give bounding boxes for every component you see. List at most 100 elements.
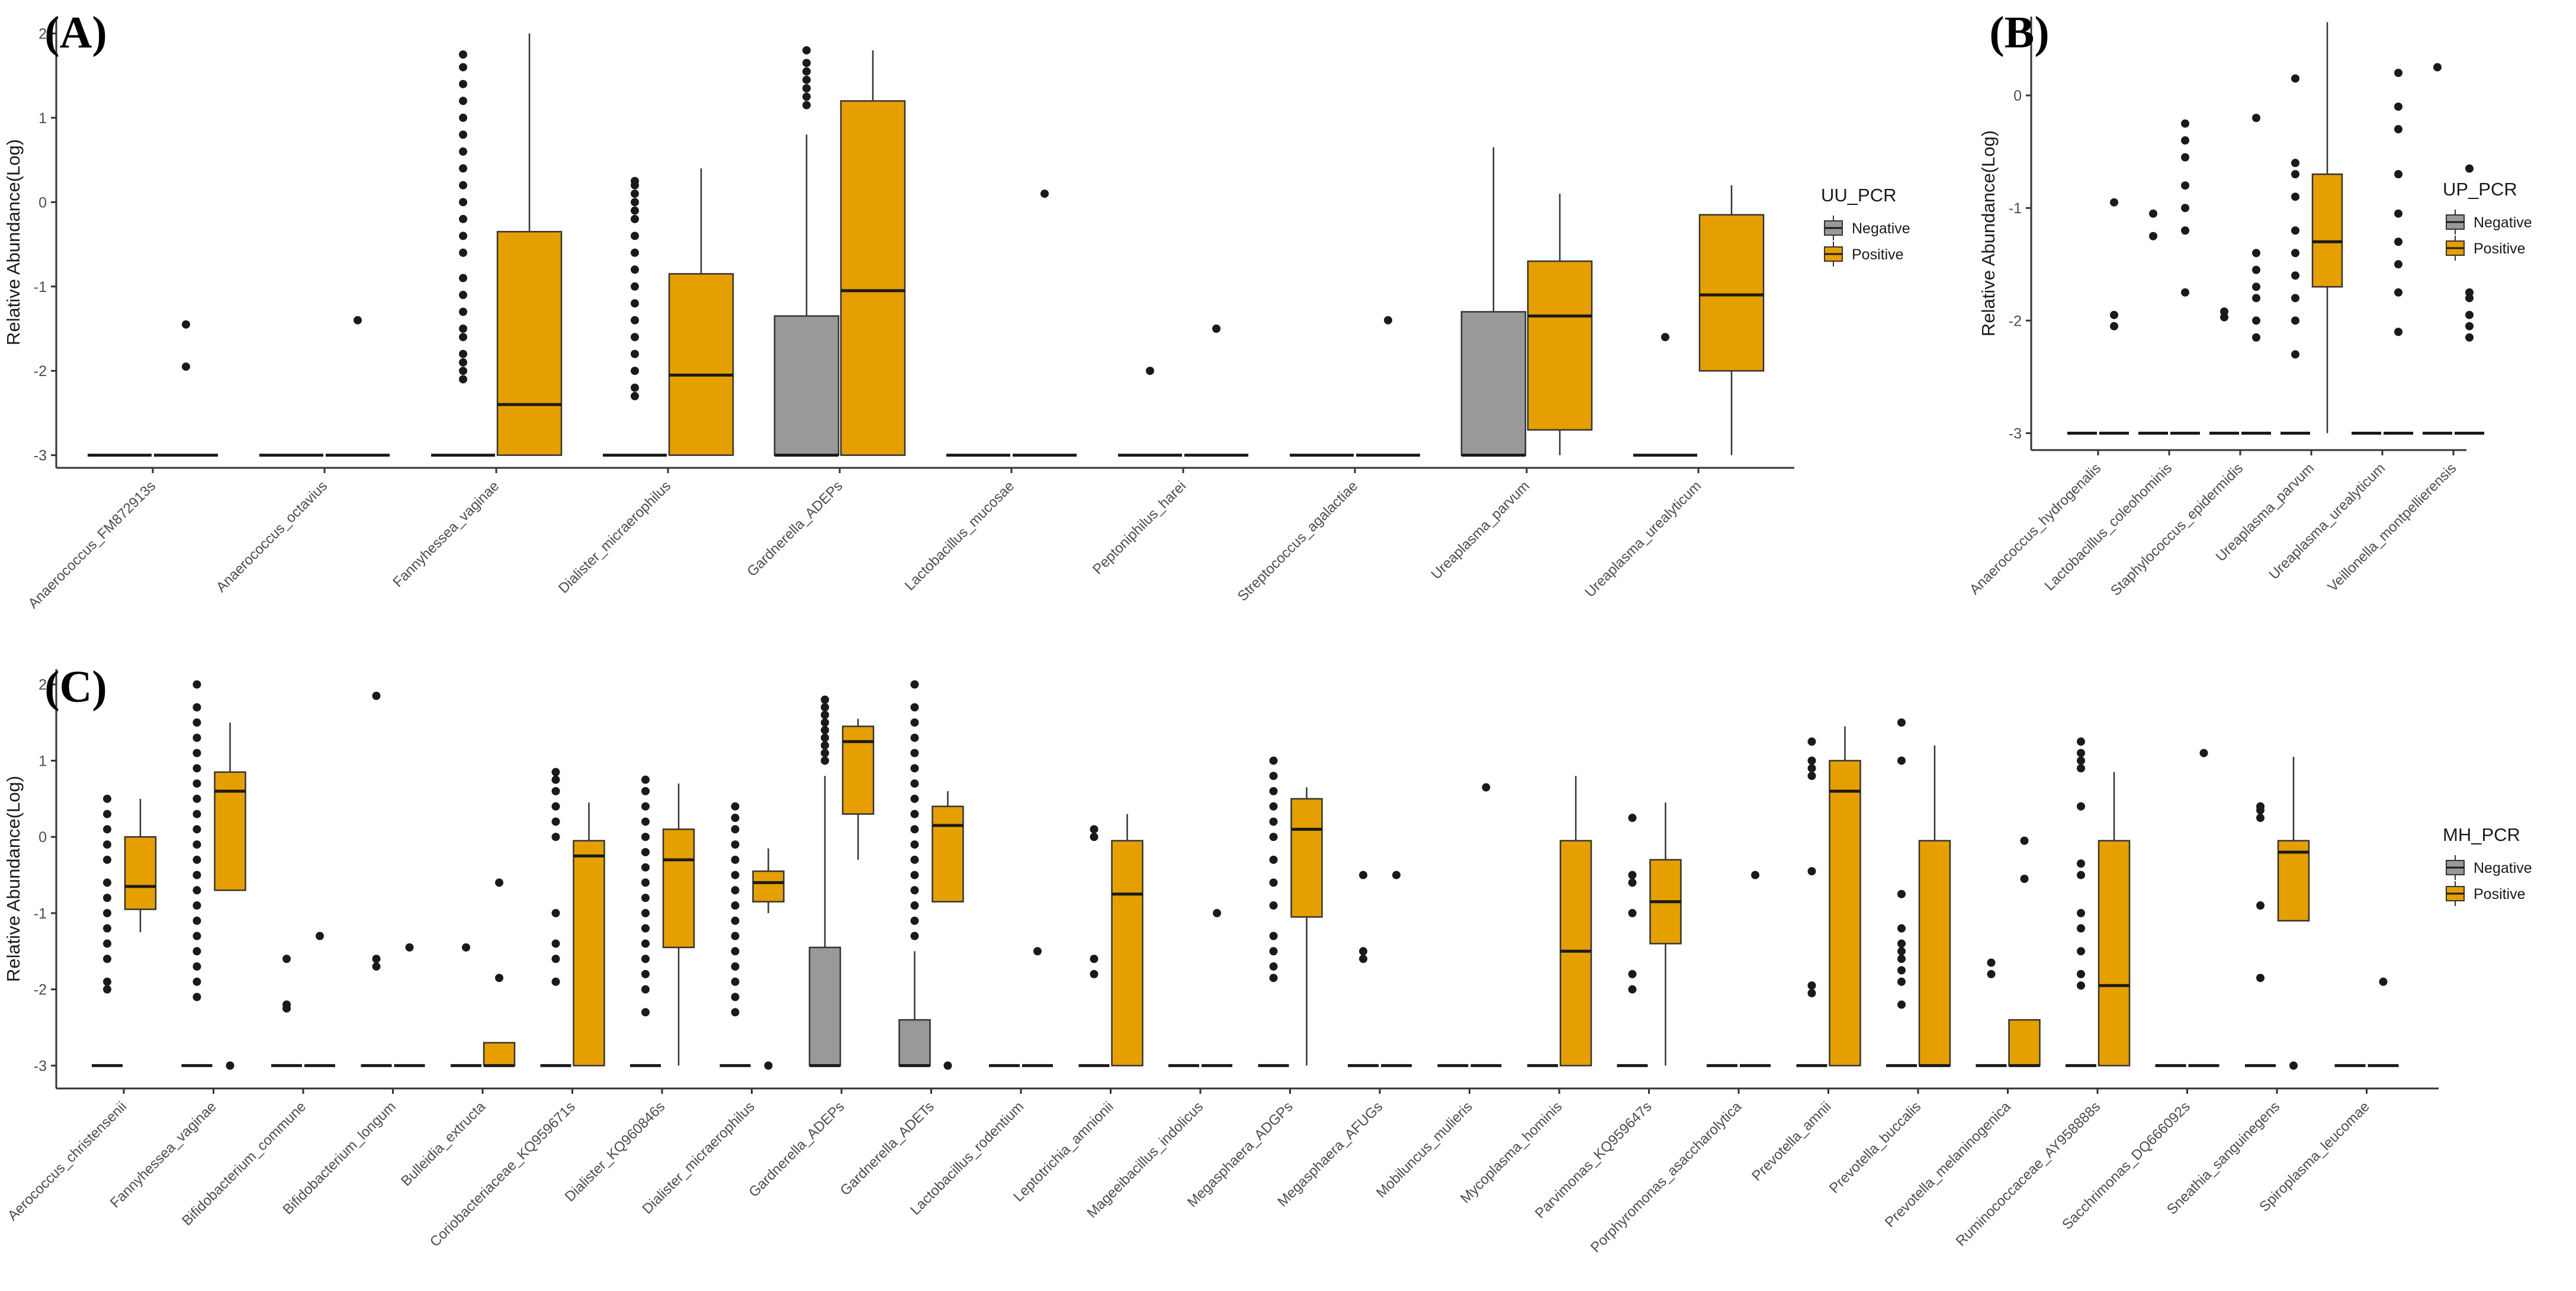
outlier-point [2379,977,2388,986]
box-body [2098,840,2131,1067]
outlier-point [631,232,639,240]
outlier-point [2291,192,2299,201]
box-positive [1013,190,1077,457]
box-negative [2281,74,2310,435]
y-tick-label: -1 [2009,200,2022,217]
box-positive [1381,871,1412,1067]
box-negative [603,176,667,457]
outlier-point [631,367,639,375]
outlier-point [2077,802,2085,811]
box-positive [2311,22,2343,433]
outlier-point [731,916,740,925]
outlier-point [551,833,560,842]
outlier-point [2020,875,2029,883]
box-positive [1918,745,1951,1067]
outlier-point [1628,969,1637,978]
outlier-point [459,97,467,105]
outlier-point [1751,871,1759,879]
outlier-point [1628,814,1637,823]
panel-c: -3 -2 -1 0 1 2 Relative Abundance(Log) (C) Aeroc… [3,662,2532,1255]
outlier-point [1040,190,1049,198]
outlier-point [1897,1000,1906,1009]
outlier-point [551,767,560,776]
outlier-point [2110,322,2118,330]
outlier-point [103,894,111,903]
outlier-point [2181,119,2189,128]
box-negative [808,695,841,1067]
legend-title: UU_PCR [1821,185,1896,205]
box-body [1698,214,1765,372]
outlier-point [2394,237,2402,246]
outlier-point [631,333,639,342]
outlier-point [2252,114,2260,123]
outlier-point [2077,737,2085,746]
outlier-point [2181,226,2189,235]
box-positive [483,878,516,1067]
box-negative [720,802,751,1067]
outlier-point [2394,260,2402,269]
outlier-point [641,939,650,948]
outlier-point [1384,316,1392,325]
outlier-point [1661,333,1669,342]
x-tick-label: Bulleidia_extructa [398,1099,489,1190]
outlier-point [1090,825,1099,834]
outlier-point [631,391,639,400]
outlier-point [1033,947,1042,956]
outlier-point [1807,737,1816,746]
legend-label-positive: Positive [2474,886,2526,903]
outlier-point [192,916,201,925]
outlier-point [1269,817,1278,826]
y-tick-label: -1 [34,905,47,922]
box-body [1559,840,1592,1067]
outlier-point [641,802,650,811]
outlier-point [551,817,560,826]
box-positive [2455,164,2484,435]
legend-title: MH_PCR [2443,824,2520,845]
y-tick-label: 0 [38,194,47,211]
outlier-point [1897,939,1906,948]
outlier-point [821,749,829,757]
legend-label-negative: Negative [1852,220,1910,237]
box-body [841,725,875,815]
box-positive [1202,908,1232,1067]
outlier-point [2465,164,2474,173]
outlier-point [551,786,560,795]
outlier-point [2465,333,2474,342]
outlier-point [2291,350,2299,359]
box-negative [271,955,302,1067]
x-tick-label: Dialister_micraerophilus [555,478,674,596]
outlier-point [731,962,740,971]
box-positive [394,943,425,1067]
box-positive [2099,198,2129,435]
outlier-point [631,349,639,358]
x-tick-label: Lactobacillus_coleohominis [2042,460,2176,594]
outlier-point [802,67,811,76]
x-tick-label: Streptococcus_agalactiae [1235,478,1361,604]
outlier-point [2077,947,2085,956]
outlier-point [2077,871,2085,879]
outlier-point [802,84,811,93]
outlier-point [641,894,650,903]
outlier-point [103,955,111,964]
outlier-point [2181,288,2189,297]
outlier-point [731,1008,740,1017]
outlier-point [910,916,919,925]
y-tick-label: -3 [2009,425,2022,442]
x-tick-label: Staphylococcus_epidermidis [2108,460,2246,599]
outlier-point [103,939,111,948]
outlier-point [821,733,829,742]
outlier-point [1269,878,1278,887]
outlier-point [2252,294,2260,303]
x-tick-label: Dialister_KQ960846s [562,1099,668,1205]
outlier-point [631,190,639,198]
outlier-point [2252,265,2260,274]
box-body [1111,840,1144,1067]
outlier-point [103,878,111,887]
outlier-point [731,840,740,849]
x-tick-label: Gardnerella_ADETs [837,1099,937,1199]
outlier-point [192,680,201,689]
outlier-point [2077,908,2085,917]
outlier-point [192,886,201,895]
y-tick-label: 2 [38,677,47,693]
outlier-point [2291,74,2299,83]
